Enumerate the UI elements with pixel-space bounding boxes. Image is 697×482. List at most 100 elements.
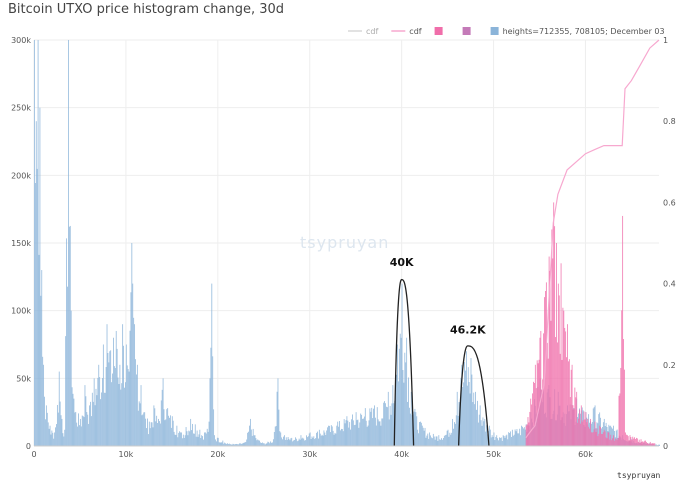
histogram-bar bbox=[352, 420, 354, 446]
histogram-bar bbox=[548, 256, 550, 446]
chart-title: Bitcoin UTXO price histogram change, 30d bbox=[8, 2, 285, 17]
histogram-bar bbox=[397, 381, 399, 446]
histogram-bar bbox=[169, 417, 170, 446]
x-tick-label: 10k bbox=[119, 450, 134, 459]
histogram-bar bbox=[185, 427, 187, 446]
histogram-bar bbox=[125, 344, 127, 446]
histogram-bar bbox=[219, 442, 221, 446]
histogram-bar bbox=[477, 422, 479, 446]
histogram-bar bbox=[147, 434, 149, 446]
histogram-bar bbox=[344, 423, 346, 446]
histogram-bar bbox=[475, 391, 476, 446]
y-tick-label: 150k bbox=[11, 239, 31, 248]
histogram-bar bbox=[534, 364, 536, 446]
y-tick-label: 0 bbox=[26, 442, 31, 451]
legend-item[interactable]: cdf bbox=[391, 27, 422, 36]
histogram-bar bbox=[469, 393, 471, 446]
histogram-bar bbox=[55, 427, 56, 446]
histogram-bar bbox=[282, 439, 283, 446]
histogram-bar bbox=[468, 382, 470, 446]
histogram-bar bbox=[275, 425, 277, 446]
histogram-bar bbox=[245, 441, 247, 446]
histogram-bar bbox=[612, 438, 613, 446]
histogram-bar bbox=[396, 374, 397, 446]
histogram-bar bbox=[566, 357, 567, 446]
histogram-bar bbox=[514, 429, 516, 446]
histogram-bar bbox=[371, 407, 373, 446]
histogram-bar bbox=[314, 439, 316, 446]
histogram-bar bbox=[113, 366, 115, 446]
legend[interactable]: cdf cdf heights=712355, 708105; December 0… bbox=[348, 27, 665, 36]
histogram-bar bbox=[615, 430, 617, 446]
histogram-bar bbox=[409, 407, 410, 446]
histogram-bar bbox=[601, 433, 602, 446]
histogram-bar bbox=[208, 421, 210, 446]
histogram-bar bbox=[496, 435, 498, 446]
histogram-bar bbox=[452, 418, 454, 446]
histogram-bar bbox=[430, 435, 431, 446]
histogram-bar bbox=[356, 420, 358, 446]
histogram-bar bbox=[96, 395, 98, 446]
histogram-bar bbox=[57, 412, 59, 446]
histogram-bar bbox=[90, 416, 92, 446]
histogram-bar bbox=[51, 430, 53, 446]
histogram-bar bbox=[511, 429, 513, 446]
histogram-bar bbox=[62, 433, 64, 446]
histogram-bar bbox=[130, 292, 132, 446]
legend-item[interactable] bbox=[462, 27, 471, 35]
histogram-bar bbox=[392, 385, 394, 446]
histogram-bar bbox=[503, 435, 505, 446]
histogram-bar bbox=[34, 40, 35, 446]
annotations: 40K 46.2K bbox=[390, 256, 486, 337]
histogram-bar bbox=[470, 358, 472, 446]
histogram-bar bbox=[609, 426, 611, 446]
histogram-bar bbox=[303, 438, 305, 446]
histogram-bar bbox=[107, 353, 109, 446]
histogram-bar bbox=[588, 426, 590, 446]
histogram-bar bbox=[307, 436, 309, 446]
histogram-bar bbox=[361, 414, 363, 446]
histogram-bar bbox=[252, 428, 254, 446]
histogram-bar bbox=[296, 441, 298, 446]
histogram-bar bbox=[605, 422, 607, 446]
histogram-bar bbox=[261, 442, 263, 446]
histogram-bar bbox=[85, 396, 87, 446]
histogram-bar bbox=[529, 411, 531, 446]
histogram-bar bbox=[375, 425, 377, 446]
legend-item[interactable]: heights=712355, 708105; December 03 bbox=[490, 27, 665, 36]
legend-item[interactable]: cdf bbox=[348, 27, 378, 36]
histogram-bar bbox=[259, 440, 261, 446]
histogram-bar bbox=[211, 283, 213, 446]
histogram-bar bbox=[556, 342, 558, 446]
histogram-bar bbox=[549, 270, 551, 446]
peak-curves bbox=[393, 278, 490, 447]
histogram-bar bbox=[649, 441, 651, 446]
histogram-bar bbox=[176, 425, 178, 446]
histogram-bar bbox=[362, 418, 363, 446]
histogram-bar bbox=[340, 428, 342, 446]
histogram-bar bbox=[102, 344, 104, 446]
histogram-bar bbox=[148, 421, 150, 446]
x-tick-label: 30k bbox=[302, 450, 317, 459]
histogram-bar bbox=[329, 432, 331, 446]
histogram-bar bbox=[181, 432, 182, 446]
histogram-bar bbox=[348, 427, 350, 446]
histogram-bar bbox=[530, 398, 532, 446]
legend-item[interactable] bbox=[434, 27, 443, 35]
histogram-bar bbox=[378, 421, 380, 446]
histogram-bar bbox=[105, 367, 107, 446]
histogram-bar bbox=[201, 435, 203, 446]
histogram-bar bbox=[623, 339, 624, 446]
histogram-bar bbox=[405, 362, 407, 446]
histogram-bar bbox=[339, 421, 340, 446]
histogram-bar bbox=[554, 226, 556, 446]
histogram-bar bbox=[59, 401, 61, 446]
histogram-bar bbox=[266, 443, 268, 446]
histogram-bar bbox=[377, 419, 379, 446]
histogram-bar bbox=[546, 342, 548, 446]
histogram-bar bbox=[424, 427, 426, 446]
histogram-bar bbox=[188, 430, 190, 446]
histogram-bar bbox=[308, 433, 310, 446]
histogram-bar bbox=[436, 436, 438, 446]
histogram-bar bbox=[76, 422, 78, 446]
